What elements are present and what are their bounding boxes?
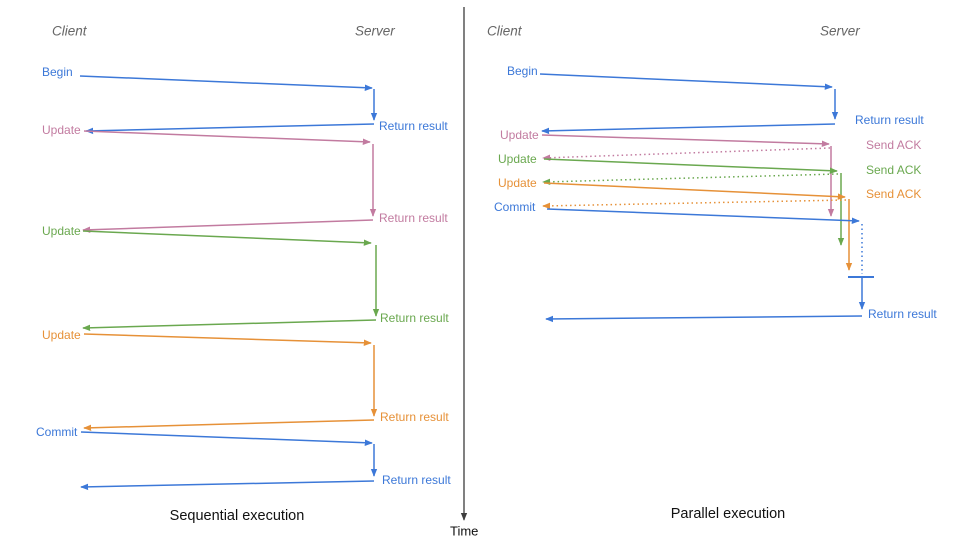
sequential-execution-panel: Client Server Begin Return result Update Retu… (36, 24, 451, 525)
seq-commit-label: Commit (36, 425, 78, 439)
seq-commit-request-line (80, 431, 373, 446)
seq-update-3-return-line (83, 419, 375, 432)
par-return-result-1-label: Return result (855, 113, 924, 127)
seq-begin-request-line (79, 75, 373, 91)
seq-update-2-return-line (82, 319, 377, 332)
seq-update-3-label: Update (42, 328, 81, 342)
seq-return-result-1-label: Return result (379, 119, 448, 133)
parallel-execution-panel: Client Server Begin Return result Update Send… (487, 24, 937, 523)
par-update-3-label: Update (498, 176, 537, 190)
par-client-header: Client (487, 24, 523, 39)
time-axis: Time (450, 7, 478, 539)
seq-begin-return-line (85, 123, 375, 135)
time-axis-label: Time (450, 524, 478, 539)
par-begin-return-line (541, 123, 836, 135)
par-update-1-ack-line (542, 147, 831, 161)
seq-update-1-return-line (82, 219, 374, 233)
seq-return-result-3-label: Return result (380, 311, 449, 325)
par-commit-request-line (546, 208, 860, 224)
seq-update-2-label: Update (42, 224, 81, 238)
seq-return-result-4-label: Return result (380, 410, 449, 424)
par-commit-return-line (545, 315, 863, 323)
seq-client-header: Client (52, 24, 88, 39)
par-begin-label: Begin (507, 64, 538, 78)
seq-server-header: Server (355, 24, 395, 39)
seq-commit-return-line (80, 480, 375, 491)
seq-return-result-2-label: Return result (379, 211, 448, 225)
par-send-ack-3-label: Send ACK (866, 187, 921, 201)
par-update-2-label: Update (498, 152, 537, 166)
par-send-ack-2-label: Send ACK (866, 163, 921, 177)
par-send-ack-1-label: Send ACK (866, 138, 921, 152)
par-return-result-2-label: Return result (868, 307, 937, 321)
par-update-3-ack-line (542, 199, 847, 210)
seq-update-1-request-line (83, 130, 371, 145)
par-update-1-label: Update (500, 128, 539, 142)
par-commit-label: Commit (494, 200, 536, 214)
par-update-1-request-line (541, 134, 830, 148)
seq-return-result-5-label: Return result (382, 473, 451, 487)
par-update-2-request-line (543, 158, 838, 174)
seq-update-3-request-line (83, 333, 372, 347)
par-begin-request-line (539, 73, 833, 90)
seq-panel-title: Sequential execution (170, 508, 305, 524)
par-server-header: Server (820, 24, 860, 39)
seq-update-1-label: Update (42, 123, 81, 137)
par-panel-title: Parallel execution (671, 506, 785, 522)
par-update-3-request-line (543, 182, 846, 200)
seq-update-2-request-line (82, 230, 372, 246)
seq-begin-label: Begin (42, 65, 73, 79)
par-update-2-ack-line (542, 173, 839, 186)
